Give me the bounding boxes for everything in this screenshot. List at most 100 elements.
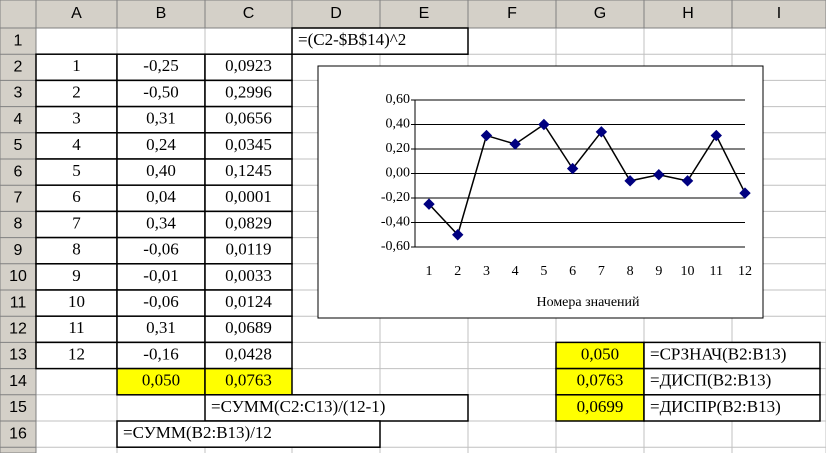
column-header: E [419,5,430,22]
cell: -0,06 [143,292,178,311]
cell: 0,04 [146,187,176,206]
row-header: 12 [9,321,27,338]
cell: 0,40 [146,161,176,180]
stat-value: 0,0763 [577,371,624,390]
cell: 12 [68,344,85,363]
column-header: I [777,5,781,22]
data-marker [595,126,608,138]
stat-formula: =ДИСПР(B2:B13) [650,397,781,416]
cell: -0,25 [143,56,178,75]
cell-box [35,105,118,134]
row-header: 10 [9,268,27,285]
cell: 0,0656 [225,109,272,128]
row-header: 6 [14,163,23,180]
cell: 0,31 [146,109,176,128]
column-header-bar [0,0,826,29]
cell: 0,1245 [225,161,272,180]
stat-value: 0,0699 [577,397,624,416]
cell: 0,0829 [225,213,272,232]
data-marker [710,129,722,142]
cell-box [116,184,206,213]
cell: 0,0923 [225,56,272,75]
row-header: 13 [9,347,27,364]
cell-box [204,263,293,291]
cell-box [204,53,293,82]
cell-box [35,79,118,108]
total-cell-box [204,367,293,396]
x-tick-label: 3 [483,264,490,279]
column-header: D [330,5,342,22]
x-tick-label: 10 [681,264,695,279]
x-tick-label: 6 [569,264,576,279]
row-header: 16 [9,425,27,442]
column-header: B [156,5,167,22]
row-header: 7 [14,190,23,207]
formula-text-box [204,394,469,422]
row-header: 5 [14,137,23,154]
cell-box [116,341,206,370]
formula-text-box [116,420,381,448]
cell: 0,31 [146,318,176,337]
cell: 5 [72,161,81,180]
cell: -0,01 [143,266,178,285]
row-header: 11 [10,294,27,311]
cell: 0,24 [146,135,176,154]
stat-value-box [555,341,645,370]
cell-box [204,105,293,134]
cell: 4 [72,135,81,154]
formula-text: =СУММ(B2:B13)/12 [123,423,272,442]
cell: 0,2996 [225,82,272,101]
cell: 0,0124 [225,292,272,311]
cell-box [35,236,118,265]
y-tick-label: 0,00 [386,166,411,181]
data-marker [423,198,435,210]
cell: 0,0689 [225,318,272,337]
formula-text-box [291,27,469,55]
row-header: 14 [9,373,27,390]
x-tick-label: 4 [512,264,519,279]
stat-formula: =СРЗНАЧ(B2:B13) [650,344,786,363]
data-marker [624,175,636,187]
column-header: G [594,5,606,22]
cell-box [35,315,118,344]
row-header: 1 [14,32,23,49]
cell: -0,50 [143,82,178,101]
cell: 3 [72,109,81,128]
y-tick-label: -0,40 [381,215,410,230]
data-marker [653,169,665,181]
row-header: 4 [14,111,23,128]
x-axis-label: Номера значений [536,295,640,310]
stat-value: 0,050 [581,344,619,363]
data-marker [739,187,751,199]
total-cell-box [116,367,206,396]
x-tick-label: 12 [738,264,752,279]
cell: -0,16 [143,344,178,363]
column-header: A [71,5,82,22]
cell: 7 [72,213,81,232]
stat-formula: =ДИСП(B2:B13) [650,371,771,390]
y-tick-label: 0,60 [386,92,411,107]
cell: 10 [68,292,85,311]
column-header: C [243,5,255,22]
data-marker [566,162,579,175]
cell: 0,0428 [225,344,272,363]
cell-box [35,158,118,186]
data-marker [452,229,464,241]
data-line [428,123,746,237]
cell: 2 [72,82,81,101]
cell-box [35,341,118,370]
x-tick-label: 1 [426,264,433,279]
y-tick-label: 0,20 [386,141,411,156]
cell: 11 [68,318,84,337]
y-tick-label: -0,20 [381,190,410,205]
stat-formula-box [643,367,821,396]
x-tick-label: 5 [540,264,547,279]
cell: 0,0033 [225,266,272,285]
row-header: 3 [14,85,23,102]
y-tick-label: 0,40 [386,117,411,132]
formula-text: =СУММ(C2:C13)/(12-1) [211,397,385,416]
stat-formula-box [643,394,821,422]
cell: 1 [72,56,81,75]
cell-box [35,289,118,317]
